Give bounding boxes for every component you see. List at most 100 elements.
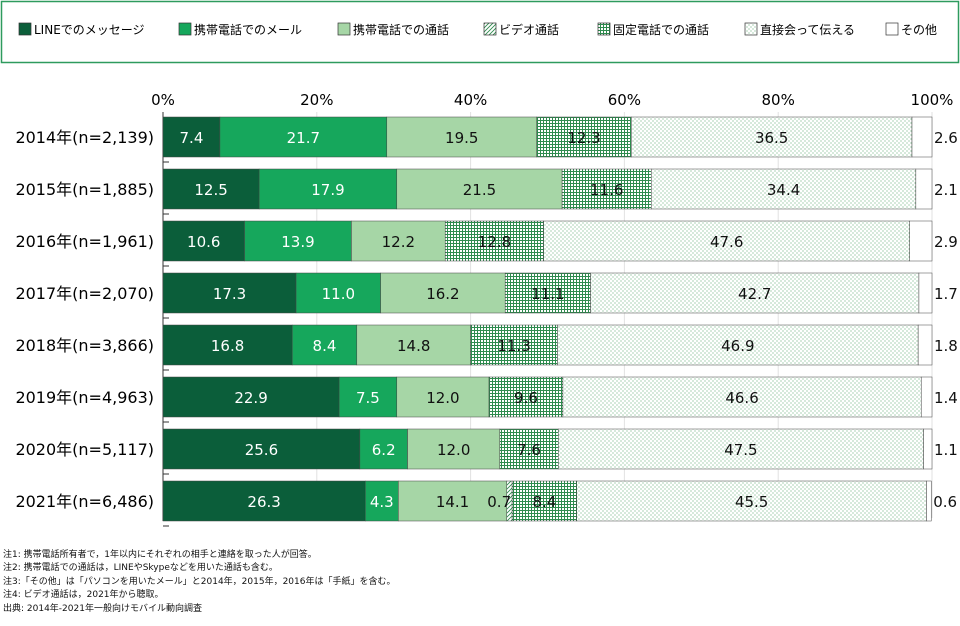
bar-segment [558,428,924,470]
data-label: 11.1 [531,285,564,303]
bar-segment [162,480,366,522]
footnote-3: 注3:「その他」は「パソコンを用いたメール」と2014年，2015年，2016年… [3,576,396,587]
bar-segment [386,116,537,158]
bar-segment [291,324,358,366]
bar-segment [651,168,917,210]
x-tick-label: 60% [608,91,641,109]
bars: 7.4 21.7 19.5 12.3 36.5 2.6 12.5 17.9 21.5 11.6 34… [162,116,958,522]
data-label: 1.4 [934,389,958,407]
data-label: 13.9 [281,233,314,251]
data-label: 4.3 [370,493,394,511]
x-tick-label: 40% [454,91,487,109]
footnote-4: 注4: ビデオ通話は，2021年から聴取。 [3,590,164,601]
data-label: 47.5 [724,441,757,459]
data-label: 17.9 [311,181,344,199]
data-label: 6.2 [372,441,396,459]
bar-segment [338,376,398,418]
data-label: 1.8 [934,337,958,355]
bar-segment [488,376,564,418]
bar-segment [543,220,910,262]
x-axis-ticks: 0% 20% 40% 60% 80% 100% [151,91,953,109]
bar-segment [499,428,559,470]
data-label: 1.1 [934,441,958,459]
bar-segment [396,168,563,210]
data-label: 14.1 [436,493,469,511]
bar-segment [356,324,471,366]
data-label: 26.3 [247,493,280,511]
data-label: 7.4 [180,129,204,147]
bar-segment [162,220,245,262]
y-category-label: 2018年(n=3,866) [15,336,154,355]
bar-segment [162,376,340,418]
y-category-label: 2021年(n=6,486) [15,492,154,511]
data-label: 12.0 [426,389,459,407]
data-label: 0.7 [487,493,511,511]
data-label: 25.6 [245,441,278,459]
bar-segment [911,116,933,158]
data-label: 11.0 [322,285,355,303]
bar-segment [407,428,501,470]
data-label: 34.4 [767,181,800,199]
legend: LINEでのメッセージ 携帯電話でのメール 携帯電話での通話 ビデオ通話 固定電話での通… [18,22,937,37]
bar-segment [364,480,399,522]
bar-segment [562,376,922,418]
data-label: 21.7 [287,129,320,147]
legend-label: ビデオ通話 [499,22,559,37]
data-label: 9.6 [514,389,538,407]
bar-segment [920,376,933,418]
legend-swatch [337,22,351,36]
data-label: 7.5 [356,389,380,407]
data-label: 8.4 [313,337,337,355]
bar-segment [162,428,361,470]
data-label: 16.8 [211,337,244,355]
bar-segment [923,428,933,470]
data-label: 17.3 [213,285,246,303]
data-label: 11.6 [590,181,623,199]
y-category-label: 2016年(n=1,961) [15,232,154,251]
data-label: 47.6 [710,233,743,251]
legend-swatch [483,22,497,36]
bar-segment [258,168,398,210]
data-label: 2.6 [934,129,958,147]
bar-segment [470,324,558,366]
legend-swatch [178,22,192,36]
footnote-1: 注1: 携帯電話所有者で，1年以内にそれぞれの相手と連絡を取った人が回答。 [3,550,317,560]
data-label: 42.7 [738,285,771,303]
bar-segment [561,168,652,210]
data-label: 21.5 [463,181,496,199]
footnote-2: 注2: 携帯電話での通話は，LINEやSkypeなどを用いた通話も含む。 [3,563,278,574]
data-label: 12.0 [437,441,470,459]
bar-segment [926,480,932,522]
bar-segment [396,376,490,418]
y-category-label: 2020年(n=5,117) [15,440,154,459]
legend-label: 携帯電話での通話 [353,22,449,37]
legend-frame [0,0,960,64]
bar-segment [915,168,933,210]
x-tick-label: 80% [762,91,795,109]
data-label: 2.9 [934,233,958,251]
bar-segment [918,272,933,314]
x-tick-label: 100% [911,91,954,109]
y-axis-labels: 2014年(n=2,139) 2015年(n=1,885) 2016年(n=1,96… [15,128,154,511]
bar-segment [557,324,919,366]
bar-segment [162,168,260,210]
y-category-label: 2015年(n=1,885) [15,180,154,199]
data-label: 0.6 [933,493,957,511]
legend-label: 直接会って伝える [760,22,855,37]
data-label: 46.9 [721,337,754,355]
footnotes: 注1: 携帯電話所有者で，1年以内にそれぞれの相手と連絡を取った人が回答。 注2… [3,549,395,616]
data-label: 22.9 [234,389,267,407]
bar-segment [398,480,507,522]
legend-swatch [597,22,611,36]
source-note: 出典: 2014年-2021年一般向けモバイル動向調査 [3,603,202,614]
data-label: 36.5 [755,129,788,147]
y-category-label: 2019年(n=4,963) [15,388,154,407]
bar-segment [219,116,388,158]
bar-segment [351,220,446,262]
legend-label: 携帯電話でのメール [194,22,302,37]
data-label: 46.6 [725,389,758,407]
data-label: 12.3 [567,129,600,147]
data-label: 16.2 [426,285,459,303]
legend-label: その他 [901,23,937,37]
data-label: 12.8 [478,233,511,251]
